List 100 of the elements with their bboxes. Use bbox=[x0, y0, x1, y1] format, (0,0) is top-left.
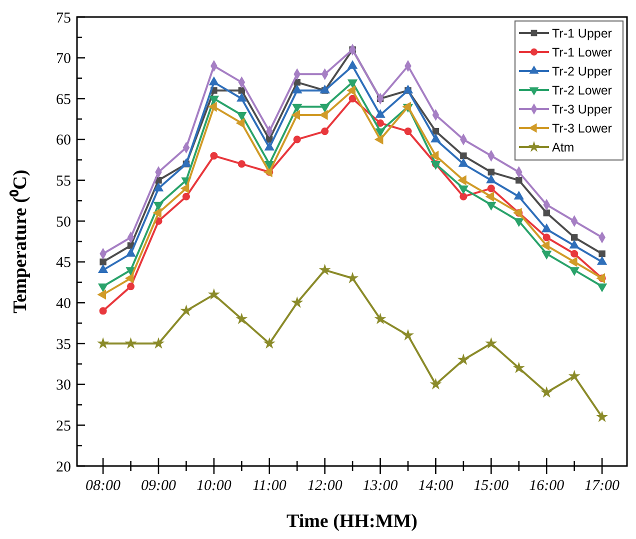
point bbox=[570, 250, 578, 258]
point bbox=[569, 240, 580, 249]
point bbox=[124, 273, 134, 284]
point bbox=[402, 329, 414, 341]
y-tick-label: 40 bbox=[56, 296, 71, 312]
point bbox=[485, 337, 498, 349]
x-axis-title: Time (HH:MM) bbox=[286, 511, 418, 532]
point bbox=[238, 160, 246, 168]
point bbox=[124, 337, 137, 349]
point bbox=[291, 110, 300, 120]
x-tick-label: 16:00 bbox=[529, 478, 565, 494]
point bbox=[485, 192, 494, 202]
y-tick-label: 45 bbox=[56, 255, 71, 272]
point bbox=[292, 104, 302, 113]
y-tick-label: 60 bbox=[56, 132, 71, 149]
y-tick-label: 20 bbox=[56, 459, 71, 476]
point bbox=[321, 128, 329, 136]
x-tick-label: 13:00 bbox=[362, 478, 398, 494]
point bbox=[97, 337, 110, 349]
point bbox=[100, 258, 106, 266]
point bbox=[460, 192, 468, 200]
point bbox=[181, 158, 192, 167]
point bbox=[152, 208, 162, 218]
point bbox=[208, 102, 217, 112]
point bbox=[460, 152, 467, 160]
point bbox=[126, 248, 136, 257]
legend-label: Tr-1 Lower bbox=[552, 45, 612, 60]
point bbox=[458, 158, 469, 167]
x-tick-label: 09:00 bbox=[141, 478, 176, 494]
point bbox=[486, 174, 496, 184]
legend-label: Tr-2 Lower bbox=[552, 83, 612, 98]
point bbox=[542, 223, 552, 232]
point bbox=[208, 288, 220, 300]
point bbox=[99, 307, 107, 315]
legend-label: Tr-2 Upper bbox=[552, 64, 612, 78]
point bbox=[568, 256, 578, 268]
point bbox=[152, 337, 165, 349]
x-tick-label: 08:00 bbox=[86, 478, 122, 494]
point bbox=[210, 152, 218, 160]
point bbox=[97, 289, 106, 300]
point bbox=[180, 183, 190, 194]
point bbox=[430, 134, 441, 142]
point bbox=[236, 312, 248, 324]
point bbox=[180, 304, 192, 316]
x-tick-label: 12:00 bbox=[307, 478, 343, 494]
point bbox=[570, 234, 578, 241]
legend-label: Tr-3 Upper bbox=[552, 102, 612, 116]
point bbox=[153, 182, 164, 192]
y-tick-label: 50 bbox=[56, 214, 71, 230]
point bbox=[598, 250, 606, 258]
point bbox=[596, 410, 608, 422]
point bbox=[320, 104, 330, 113]
point bbox=[346, 85, 356, 96]
y-tick-label: 70 bbox=[56, 51, 71, 68]
point bbox=[404, 128, 412, 136]
point bbox=[516, 176, 522, 184]
point bbox=[263, 337, 276, 349]
y-axis-title: Temperature (⁰C) bbox=[9, 170, 31, 314]
point bbox=[512, 362, 525, 374]
y-tick-label: 30 bbox=[56, 378, 71, 394]
point bbox=[430, 150, 439, 161]
point bbox=[318, 264, 331, 276]
point bbox=[374, 134, 384, 145]
point bbox=[376, 119, 384, 127]
y-tick-label: 35 bbox=[56, 336, 71, 353]
point bbox=[514, 190, 524, 200]
point bbox=[458, 175, 466, 186]
point bbox=[236, 92, 247, 102]
point bbox=[596, 256, 608, 265]
point bbox=[487, 184, 495, 192]
point bbox=[182, 192, 190, 200]
point bbox=[347, 79, 358, 88]
point bbox=[348, 94, 356, 102]
point bbox=[293, 136, 301, 144]
point bbox=[98, 264, 108, 274]
legend-label: Atm bbox=[552, 140, 574, 154]
point bbox=[540, 240, 550, 251]
x-tick-label: 17:00 bbox=[584, 478, 620, 494]
point bbox=[542, 234, 550, 242]
point bbox=[402, 102, 411, 112]
point bbox=[291, 296, 304, 308]
point bbox=[126, 282, 135, 290]
point bbox=[457, 354, 470, 365]
point bbox=[458, 185, 469, 194]
x-tick-label: 10:00 bbox=[196, 478, 232, 494]
x-tick-label: 15:00 bbox=[474, 478, 510, 494]
y-tick-label: 75 bbox=[56, 10, 71, 26]
y-tick-label: 65 bbox=[56, 92, 71, 108]
point bbox=[375, 128, 386, 138]
point bbox=[568, 370, 580, 382]
point bbox=[236, 118, 245, 128]
point bbox=[236, 112, 247, 121]
point bbox=[264, 142, 274, 151]
x-tick-label: 11:00 bbox=[252, 478, 287, 494]
y-tick-label: 25 bbox=[56, 418, 71, 434]
legend-label: Tr-1 Upper bbox=[552, 26, 612, 40]
point bbox=[540, 386, 553, 398]
point bbox=[238, 87, 246, 94]
legend-label: Tr-3 Lower bbox=[552, 121, 612, 136]
point bbox=[374, 312, 386, 324]
